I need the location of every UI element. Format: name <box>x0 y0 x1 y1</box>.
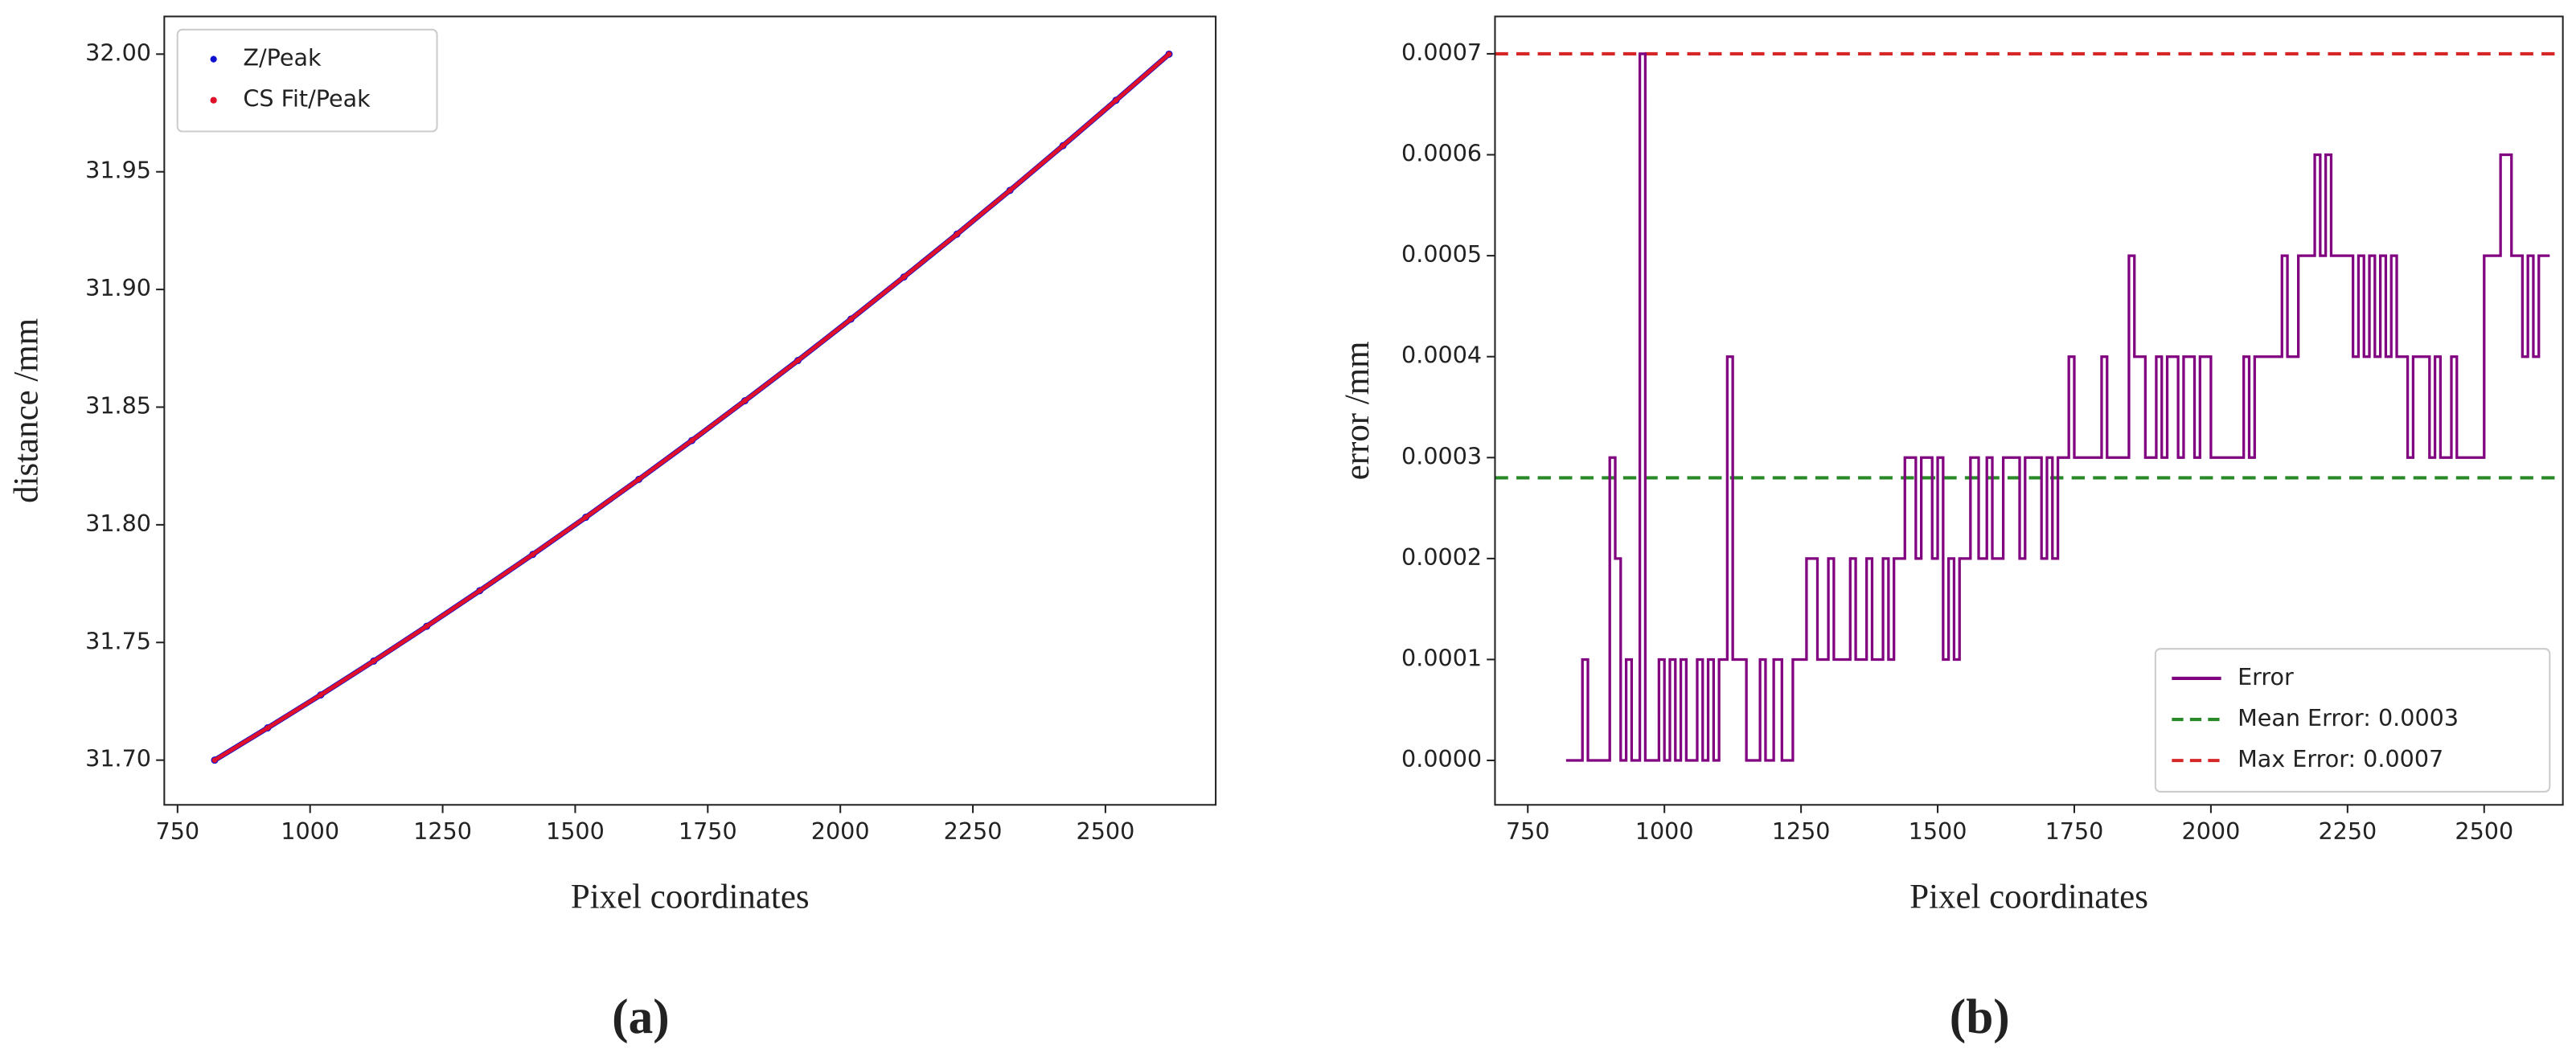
point <box>901 274 907 280</box>
axes-frame <box>1494 15 2564 806</box>
point <box>318 692 324 698</box>
y-tick-label: 31.75 <box>85 627 151 654</box>
point <box>636 477 642 482</box>
legend-label: Error <box>2238 663 2294 690</box>
y-tick-label: 0.0007 <box>1401 39 1482 66</box>
x-tick-label: 1500 <box>1909 817 1967 845</box>
series-trace <box>213 52 1171 762</box>
point <box>211 757 218 763</box>
x-tick-label: 1750 <box>679 817 737 845</box>
point <box>848 316 854 322</box>
point <box>742 398 748 404</box>
error-line <box>1565 52 2550 762</box>
x-axis-label: Pixel coordinates <box>1909 879 2148 916</box>
y-axis-label: error /mm <box>1339 342 1376 481</box>
y-tick-label: 31.90 <box>85 274 151 301</box>
point <box>265 725 271 731</box>
plot-area <box>1495 51 2563 762</box>
point <box>1060 142 1066 149</box>
point <box>795 358 801 363</box>
y-tick-label: 0.0006 <box>1401 140 1482 167</box>
x-tick-label: 2000 <box>811 817 870 845</box>
point <box>583 514 589 520</box>
x-tick-label: 1250 <box>1772 817 1831 845</box>
y-tick-label: 0.0003 <box>1401 442 1482 469</box>
point <box>530 551 535 558</box>
x-axis-label: Pixel coordinates <box>571 879 810 916</box>
point <box>1113 97 1119 103</box>
legend-box <box>176 28 438 133</box>
y-tick-label: 32.00 <box>85 39 151 66</box>
x-tick-label: 1500 <box>546 817 605 845</box>
panel-label: (a) <box>612 989 669 1044</box>
x-tick-label: 2250 <box>944 817 1003 845</box>
y-tick-label: 0.0002 <box>1401 543 1482 571</box>
y-tick-label: 0.0004 <box>1401 342 1482 369</box>
x-tick-label: 2500 <box>1077 817 1135 845</box>
x-tick-label: 1000 <box>1635 817 1694 845</box>
plot-area <box>211 50 1173 764</box>
point <box>1166 51 1172 57</box>
y-axis-label: distance /mm <box>8 318 46 503</box>
series-trace <box>213 51 1171 763</box>
x-tick-label: 1250 <box>413 817 472 845</box>
x-tick-label: 2250 <box>2318 817 2377 845</box>
legend-label: Z/Peak <box>243 44 322 72</box>
point <box>689 437 695 444</box>
y-tick-label: 31.80 <box>85 510 151 537</box>
legend-label: Max Error: 0.0007 <box>2238 745 2443 772</box>
x-tick-label: 2500 <box>2455 817 2513 845</box>
point <box>1007 187 1013 194</box>
x-tick-label: 1000 <box>281 817 339 845</box>
y-tick-label: 0.0001 <box>1401 644 1482 671</box>
y-tick-label: 0.0000 <box>1401 745 1482 772</box>
panel-label: (b) <box>1950 989 2010 1044</box>
x-tick-label: 1750 <box>2045 817 2104 845</box>
x-tick-label: 2000 <box>2182 817 2241 845</box>
legend-label: Mean Error: 0.0003 <box>2238 704 2459 731</box>
axes-frame <box>163 15 1217 806</box>
legend-marker <box>210 55 217 63</box>
point <box>424 623 430 629</box>
point <box>371 658 377 664</box>
point <box>477 588 482 594</box>
legend-box <box>2154 648 2551 793</box>
legend-label: CS Fit/Peak <box>243 85 371 113</box>
x-tick-label: 750 <box>1506 817 1550 845</box>
point <box>954 231 960 237</box>
x-tick-label: 750 <box>156 817 200 845</box>
y-tick-label: 31.85 <box>85 391 151 419</box>
y-tick-label: 31.70 <box>85 745 151 772</box>
y-tick-label: 0.0005 <box>1401 240 1482 268</box>
y-tick-label: 31.95 <box>85 157 151 184</box>
legend-marker <box>210 96 217 104</box>
